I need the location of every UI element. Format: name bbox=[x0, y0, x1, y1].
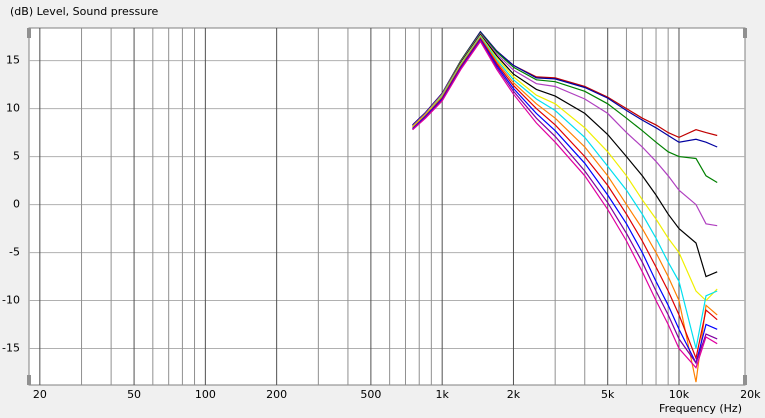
x-tick-label: 10k bbox=[669, 388, 690, 401]
handle bbox=[27, 28, 31, 38]
handle bbox=[743, 28, 747, 38]
y-tick-label: 0 bbox=[13, 198, 20, 211]
handle bbox=[27, 375, 31, 385]
y-tick-label: -15 bbox=[2, 342, 20, 355]
x-tick-label: 200 bbox=[266, 388, 287, 401]
x-tick-label: 50 bbox=[127, 388, 141, 401]
x-tick-label: 20 bbox=[33, 388, 47, 401]
x-tick-label: 500 bbox=[360, 388, 381, 401]
y-tick-label: 5 bbox=[13, 150, 20, 163]
x-tick-label: 2k bbox=[507, 388, 521, 401]
handle bbox=[743, 375, 747, 385]
x-tick-label: 100 bbox=[195, 388, 216, 401]
y-tick-label: -5 bbox=[9, 246, 20, 259]
x-tick-label: 1k bbox=[435, 388, 449, 401]
series-line bbox=[412, 40, 718, 369]
y-tick-label: 15 bbox=[6, 54, 20, 67]
x-axis-label: Frequency (Hz) bbox=[659, 402, 742, 415]
y-tick-label: 10 bbox=[6, 102, 20, 115]
chart-title: (dB) Level, Sound pressure bbox=[10, 5, 159, 18]
y-tick-label: -10 bbox=[2, 294, 20, 307]
x-tick-label: 5k bbox=[601, 388, 615, 401]
plot-area bbox=[28, 27, 746, 386]
x-tick-label: 20k bbox=[740, 388, 761, 401]
